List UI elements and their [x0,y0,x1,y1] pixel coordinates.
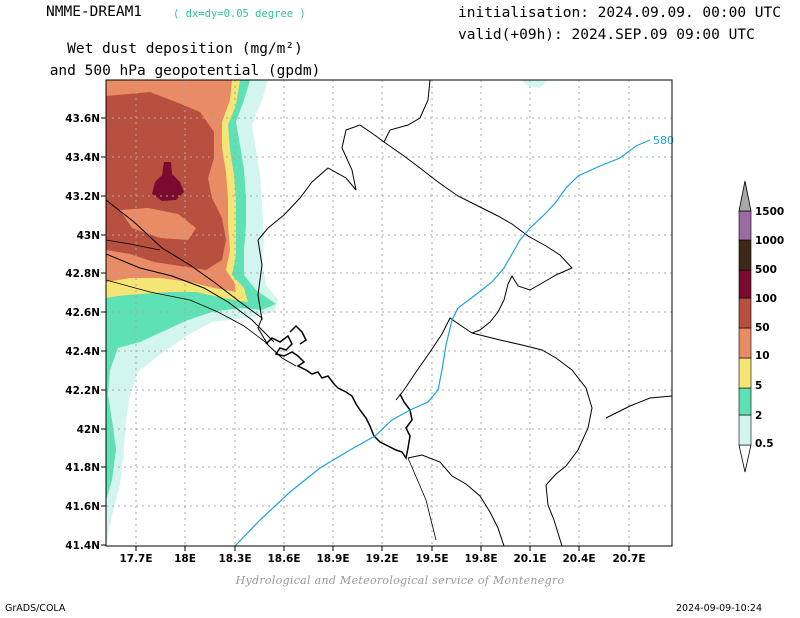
legend-swatch-2 [738,387,752,416]
lat-label: 41.8N [65,462,100,474]
lat-label: 42N [77,424,100,436]
lon-label: 20.4E [562,553,595,565]
deposition-shading [106,80,548,546]
lat-label: 41.6N [65,501,100,513]
lon-label: 20.7E [612,553,645,565]
model-name: NMME-DREAM1 [46,4,143,20]
lat-label: 43.6N [65,113,100,125]
resolution-note: ( dx=dy=0.05 degree ) [173,8,306,20]
legend-upper-arrow [738,180,752,212]
longitude-labels: 17.7E 18E 18.3E 18.6E 18.9E 19.2E 19.5E … [119,553,645,565]
legend-swatch-100 [738,269,752,299]
lat-lon-grid [106,80,672,546]
legend-label: 1000 [755,235,784,247]
lat-label: 43.2N [65,191,100,203]
lon-label: 18.9E [316,553,349,565]
legend-label: 10 [755,350,770,362]
valid-time: valid(+09h): 2024.SEP.09 09:00 UTC [458,27,755,43]
legend-label: 0.5 [755,438,774,450]
render-timestamp: 2024-09-09-10:24 [676,603,763,614]
lat-label: 43.4N [65,152,100,164]
geopotential-contour-580 [234,139,651,547]
lon-label: 19.2E [365,553,398,565]
legend-swatch-0-5 [738,414,752,446]
deposition-level-100 [152,162,184,201]
lon-label: 18.6E [267,553,300,565]
color-legend: 0.5 2 5 10 50 100 500 1000 1500 [738,180,784,473]
lat-label: 42.2N [65,385,100,397]
country-borders [106,80,672,546]
map-title-line1: Wet dust deposition (mg/m²) [67,41,303,57]
legend-swatch-5 [738,357,752,389]
legend-swatch-50 [738,297,752,329]
lat-label: 42.8N [65,268,100,280]
legend-lower-arrow [738,444,752,473]
map-title-line2: and 500 hPa geopotential (gpdm) [49,63,321,79]
legend-label: 1500 [755,206,784,218]
legend-swatch-10 [738,327,752,359]
legend-label: 5 [755,380,762,392]
map-frame [105,79,673,547]
credit-line: Hydrological and Meteorological service … [235,574,565,587]
tick-marks [101,117,630,551]
legend-label: 500 [755,264,777,276]
lat-label: 42.6N [65,307,100,319]
legend-label: 2 [755,410,762,422]
lon-label: 17.7E [119,553,152,565]
lon-label: 19.8E [464,553,497,565]
legend-label: 50 [755,322,770,334]
lat-label: 41.4N [65,540,100,552]
lon-label: 19.5E [415,553,448,565]
software-label: GrADS/COLA [5,603,66,614]
lon-label: 20.1E [513,553,546,565]
legend-swatch-500 [738,239,752,271]
contour-label: 580 [653,134,674,147]
legend-label: 100 [755,293,777,305]
legend-swatch-1000 [738,210,752,241]
lon-label: 18.3E [218,553,251,565]
lon-label: 18E [174,553,196,565]
init-time: initialisation: 2024.09.09. 00:00 UTC [458,5,782,21]
lat-label: 42.4N [65,346,100,358]
latitude-labels: 43.6N 43.4N 43.2N 43N 42.8N 42.6N 42.4N … [65,113,100,552]
lat-label: 43N [77,230,100,242]
